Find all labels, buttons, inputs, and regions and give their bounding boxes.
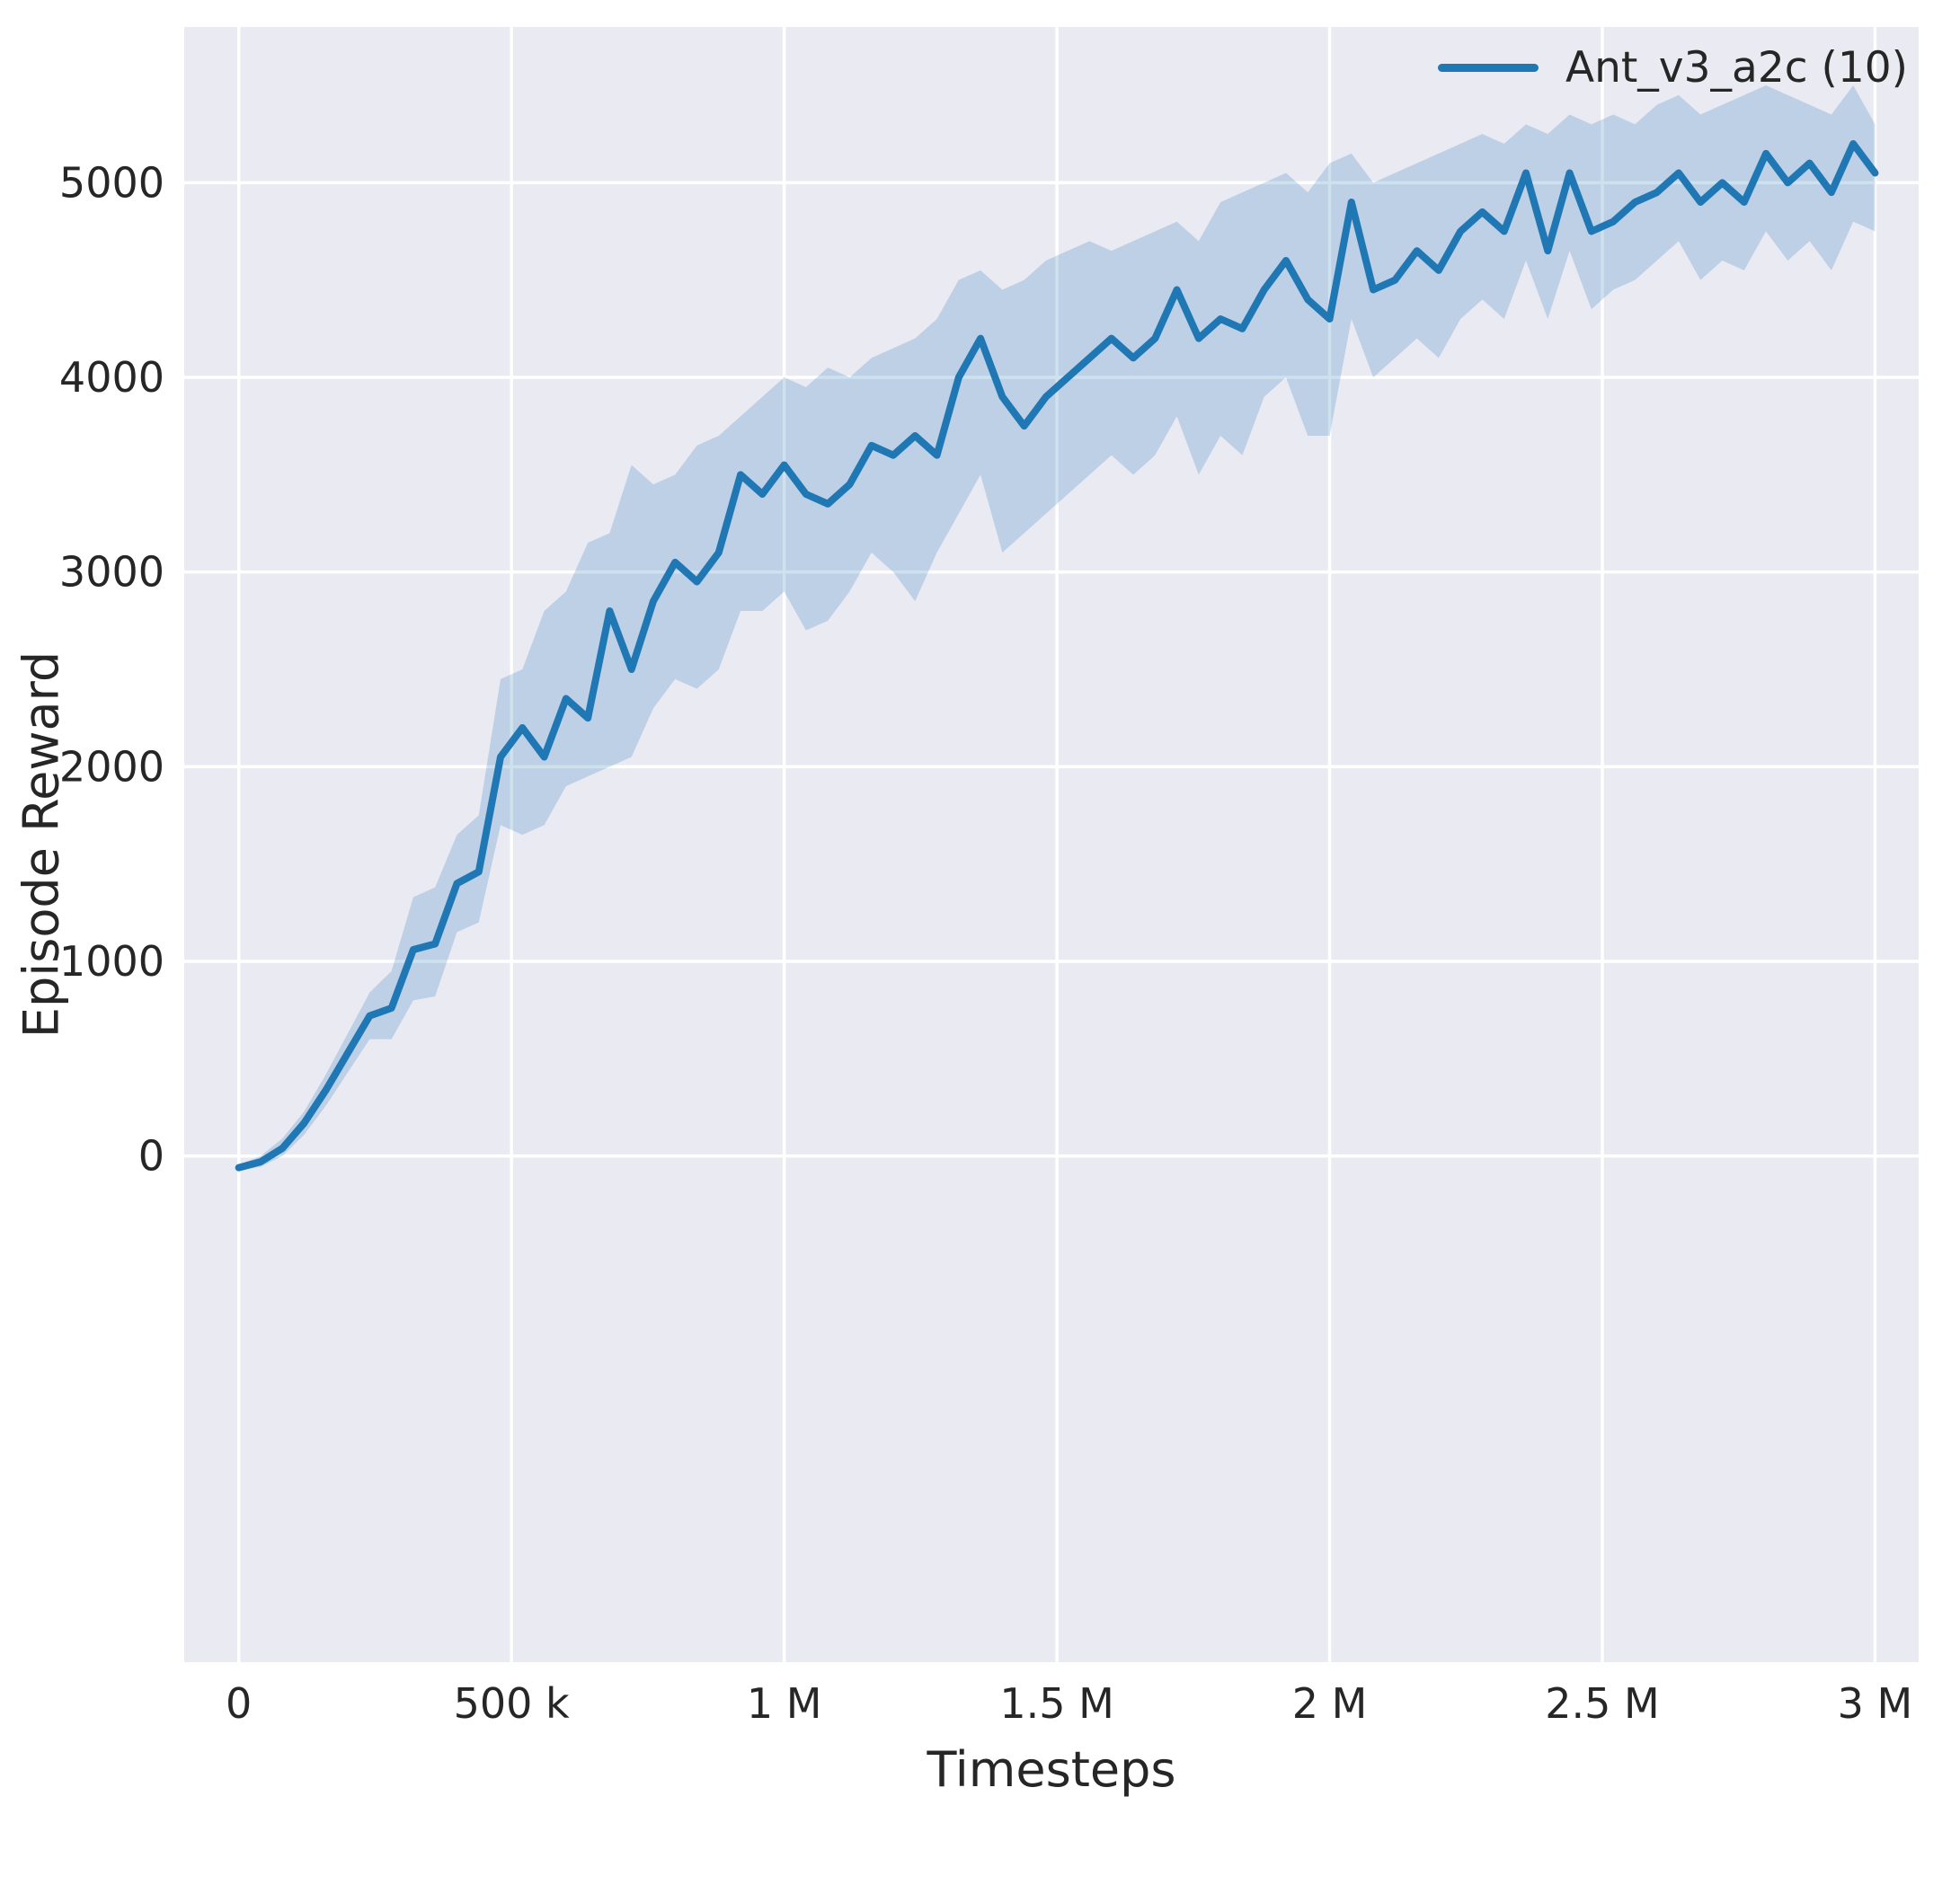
legend: Ant_v3_a2c (10) — [1437, 43, 1908, 93]
y-tick-label: 5000 — [59, 158, 164, 207]
y-tick-label: 2000 — [59, 742, 164, 791]
y-tick-label: 4000 — [59, 353, 164, 402]
x-tick-label: 2 M — [1292, 1679, 1368, 1728]
y-tick-label: 3000 — [59, 548, 164, 597]
x-axis-label: Timesteps — [927, 1741, 1176, 1798]
x-tick-label: 500 k — [454, 1679, 570, 1728]
legend-label: Ant_v3_a2c (10) — [1565, 43, 1908, 93]
y-tick-label: 1000 — [59, 937, 164, 986]
x-tick-label: 0 — [226, 1679, 252, 1728]
x-tick-label: 3 M — [1838, 1679, 1913, 1728]
plot-area — [184, 27, 1919, 1662]
x-tick-label: 1.5 M — [999, 1679, 1113, 1728]
x-tick-label: 1 M — [747, 1679, 822, 1728]
legend-line-swatch-icon — [1437, 64, 1539, 72]
y-tick-label: 0 — [138, 1132, 164, 1181]
y-axis-label: Episode Reward — [13, 650, 70, 1039]
mean-line — [235, 140, 1879, 1172]
x-tick-label: 2.5 M — [1545, 1679, 1659, 1728]
